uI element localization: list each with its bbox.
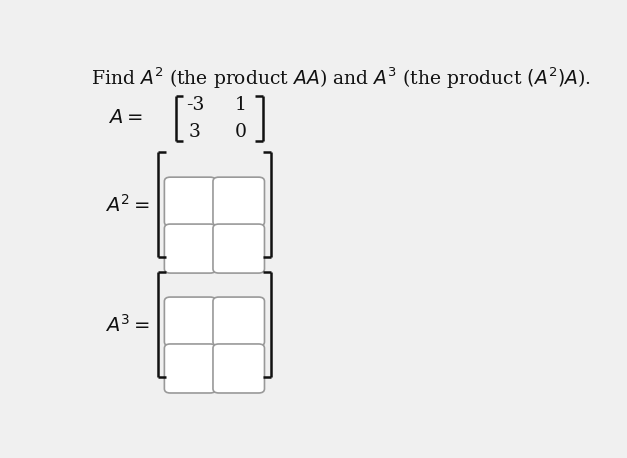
FancyBboxPatch shape — [213, 224, 265, 273]
Text: $A =$: $A =$ — [108, 109, 142, 127]
FancyBboxPatch shape — [213, 344, 265, 393]
Text: 0: 0 — [235, 123, 247, 141]
FancyBboxPatch shape — [213, 297, 265, 346]
Text: $A^2 =$: $A^2 =$ — [105, 194, 150, 216]
Text: Find $A^2$ (the product $AA$) and $A^3$ (the product $(A^2)A$).: Find $A^2$ (the product $AA$) and $A^3$ … — [90, 65, 590, 91]
FancyBboxPatch shape — [213, 177, 265, 226]
FancyBboxPatch shape — [164, 224, 216, 273]
FancyBboxPatch shape — [164, 344, 216, 393]
Text: 3: 3 — [189, 123, 201, 141]
Text: $A^3 =$: $A^3 =$ — [105, 314, 150, 336]
FancyBboxPatch shape — [164, 177, 216, 226]
Text: -3: -3 — [186, 96, 204, 114]
Text: 1: 1 — [235, 96, 247, 114]
FancyBboxPatch shape — [164, 297, 216, 346]
